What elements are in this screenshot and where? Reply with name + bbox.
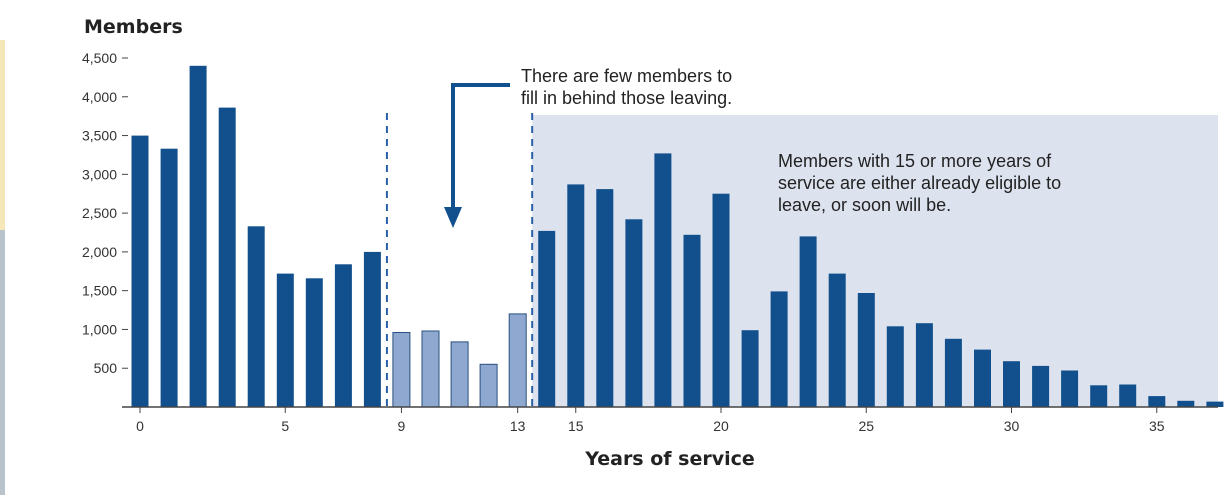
x-tick-label-0: 0	[136, 418, 144, 434]
bar-year-27	[915, 323, 933, 407]
bar-year-12	[479, 363, 498, 408]
bar-year-4	[247, 226, 265, 407]
y-tick-label-3000: 3,000	[82, 166, 117, 182]
y-tick-label-4000: 4,000	[82, 89, 117, 105]
bar-year-14	[538, 230, 556, 407]
bar-year-34	[1119, 384, 1137, 407]
x-axis-ticks: 0 5 9 13 15 20 25 30 35	[136, 407, 1165, 434]
bar-year-21	[741, 330, 759, 407]
annotation-arrow-head-icon	[444, 207, 462, 228]
bar-year-2	[189, 65, 207, 408]
annotation-gap-line-1: There are few members to	[521, 66, 732, 86]
y-tick-label-2500: 2,500	[82, 205, 117, 221]
bar-year-5	[276, 273, 294, 407]
bar-year-18	[654, 153, 672, 407]
x-axis-title: Years of service	[584, 448, 755, 470]
y-tick-label-4500: 4,500	[82, 50, 117, 66]
bar-year-35	[1148, 396, 1166, 407]
x-tick-label-9: 9	[398, 418, 406, 434]
bar-year-15	[567, 184, 585, 407]
bar-year-16	[596, 189, 614, 407]
bar-year-33	[1090, 385, 1108, 407]
y-axis-ticks: 500 1,000 1,500 2,000 2,500 3,000 3,500 4,000 4,…	[82, 50, 128, 376]
left-edge-yellow-strip	[0, 40, 5, 230]
bar-year-28	[944, 338, 962, 407]
x-tick-label-5: 5	[281, 418, 289, 434]
bar-year-20	[712, 193, 730, 407]
annotation-eligible-line-1: Members with 15 or more years of	[778, 151, 1052, 171]
bar-year-22	[770, 291, 788, 407]
bar-year-19	[683, 234, 701, 407]
bar-year-24	[828, 273, 846, 407]
y-axis-title: Members	[84, 16, 183, 38]
x-tick-label-30: 30	[1004, 418, 1020, 434]
y-tick-label-3500: 3,500	[82, 128, 117, 144]
bar-year-37	[1206, 401, 1224, 407]
x-tick-label-20: 20	[713, 418, 729, 434]
y-tick-label-500: 500	[94, 360, 118, 376]
bar-year-25	[857, 293, 875, 407]
y-tick-label-1000: 1,000	[82, 321, 117, 337]
bar-year-26	[886, 326, 904, 407]
bar-year-6	[305, 278, 323, 407]
bar-year-8	[363, 251, 381, 407]
bar-year-23	[799, 236, 817, 407]
x-tick-label-35: 35	[1149, 418, 1165, 434]
bars-group	[131, 65, 1224, 408]
bar-year-36	[1177, 400, 1195, 407]
bar-year-17	[625, 219, 643, 407]
bar-year-10	[421, 330, 440, 408]
bar-year-29	[974, 349, 991, 407]
bar-year-7	[334, 264, 352, 407]
x-tick-label-25: 25	[858, 418, 874, 434]
bar-year-13	[508, 313, 527, 408]
x-tick-label-13: 13	[510, 418, 526, 434]
bar-year-1	[160, 148, 178, 407]
shaded-region	[532, 115, 1218, 407]
annotation-gap-line-2: fill in behind those leaving.	[521, 88, 732, 108]
y-tick-label-2000: 2,000	[82, 244, 117, 260]
bar-year-31	[1032, 365, 1050, 407]
x-tick-label-15: 15	[568, 418, 584, 434]
annotation-arrow-line	[451, 83, 510, 212]
bar-year-32	[1061, 370, 1079, 407]
annotation-eligible-line-2: service are either already eligible to	[778, 173, 1061, 193]
bar-year-11	[450, 341, 469, 408]
bar-year-9	[392, 332, 411, 408]
y-tick-label-1500: 1,500	[82, 283, 117, 299]
bar-year-30	[1003, 361, 1020, 407]
bar-year-0	[131, 135, 149, 407]
bar-year-3	[218, 107, 236, 407]
left-edge-gray-strip	[0, 230, 5, 495]
annotation-eligible-line-3: leave, or soon will be.	[778, 195, 951, 215]
